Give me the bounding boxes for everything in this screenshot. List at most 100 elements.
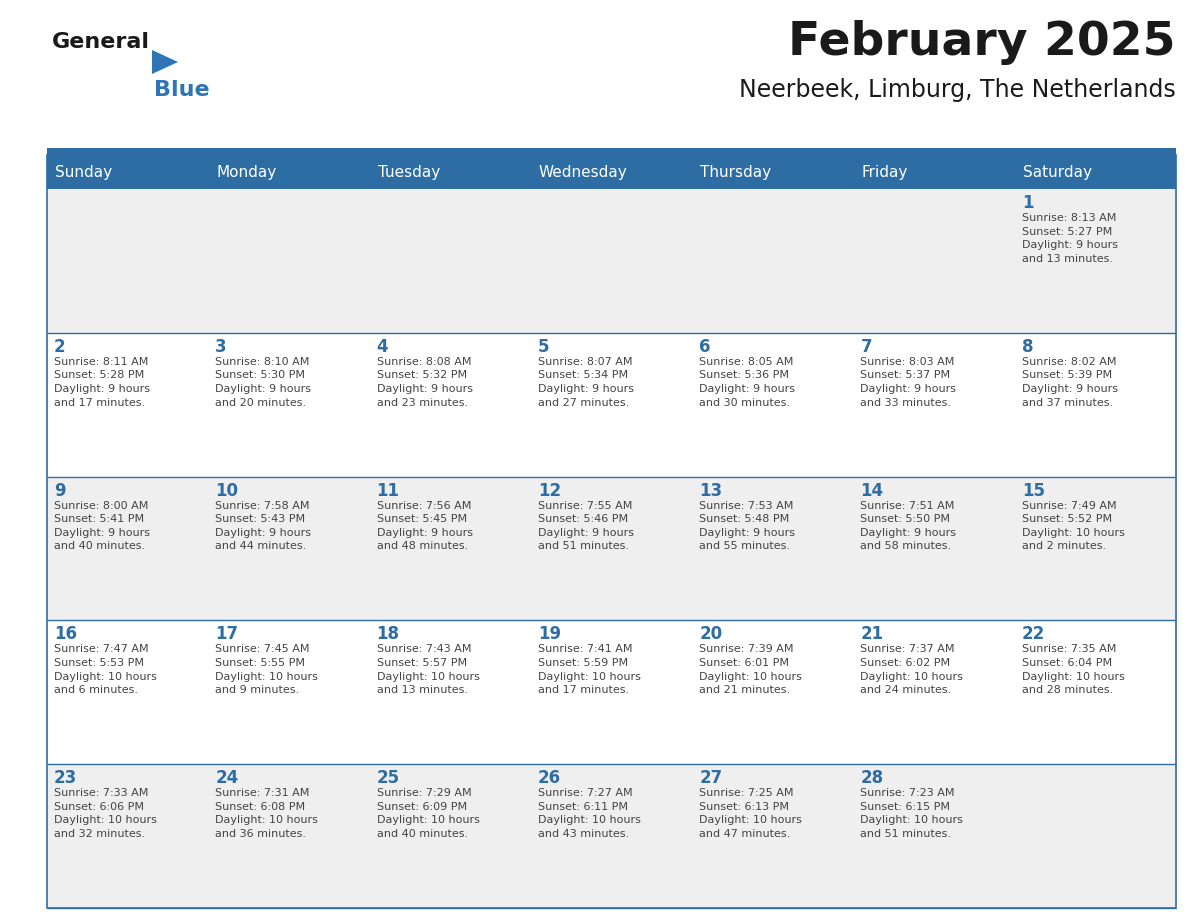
Text: Sunrise: 7:35 AM
Sunset: 6:04 PM
Daylight: 10 hours
and 28 minutes.: Sunrise: 7:35 AM Sunset: 6:04 PM Dayligh… <box>1022 644 1125 695</box>
Bar <box>1015 621 1176 764</box>
Text: Sunrise: 7:53 AM
Sunset: 5:48 PM
Daylight: 9 hours
and 55 minutes.: Sunrise: 7:53 AM Sunset: 5:48 PM Dayligh… <box>700 500 795 552</box>
Bar <box>369 764 531 908</box>
Text: Sunrise: 7:47 AM
Sunset: 5:53 PM
Daylight: 10 hours
and 6 minutes.: Sunrise: 7:47 AM Sunset: 5:53 PM Dayligh… <box>53 644 157 695</box>
Text: 20: 20 <box>700 625 722 644</box>
Text: 24: 24 <box>215 769 239 788</box>
Text: Sunrise: 7:55 AM
Sunset: 5:46 PM
Daylight: 9 hours
and 51 minutes.: Sunrise: 7:55 AM Sunset: 5:46 PM Dayligh… <box>538 500 634 552</box>
Bar <box>208 476 369 621</box>
Bar <box>48 148 1176 155</box>
Text: Monday: Monday <box>216 164 277 180</box>
Bar <box>208 621 369 764</box>
Bar <box>693 189 853 333</box>
Text: Sunrise: 8:08 AM
Sunset: 5:32 PM
Daylight: 9 hours
and 23 minutes.: Sunrise: 8:08 AM Sunset: 5:32 PM Dayligh… <box>377 357 473 408</box>
Text: February 2025: February 2025 <box>789 20 1176 65</box>
Bar <box>531 621 693 764</box>
Text: Saturday: Saturday <box>1023 164 1092 180</box>
Bar <box>208 189 369 333</box>
Bar <box>693 621 853 764</box>
Text: Sunrise: 7:51 AM
Sunset: 5:50 PM
Daylight: 9 hours
and 58 minutes.: Sunrise: 7:51 AM Sunset: 5:50 PM Dayligh… <box>860 500 956 552</box>
Text: 10: 10 <box>215 482 239 499</box>
Text: 14: 14 <box>860 482 884 499</box>
Bar <box>48 189 208 333</box>
Text: Sunrise: 7:23 AM
Sunset: 6:15 PM
Daylight: 10 hours
and 51 minutes.: Sunrise: 7:23 AM Sunset: 6:15 PM Dayligh… <box>860 789 963 839</box>
Bar <box>693 476 853 621</box>
Bar <box>1015 764 1176 908</box>
Text: 21: 21 <box>860 625 884 644</box>
Text: 13: 13 <box>700 482 722 499</box>
Bar <box>369 476 531 621</box>
Text: Sunrise: 7:58 AM
Sunset: 5:43 PM
Daylight: 9 hours
and 44 minutes.: Sunrise: 7:58 AM Sunset: 5:43 PM Dayligh… <box>215 500 311 552</box>
Text: Sunrise: 7:25 AM
Sunset: 6:13 PM
Daylight: 10 hours
and 47 minutes.: Sunrise: 7:25 AM Sunset: 6:13 PM Dayligh… <box>700 789 802 839</box>
Text: Sunrise: 7:39 AM
Sunset: 6:01 PM
Daylight: 10 hours
and 21 minutes.: Sunrise: 7:39 AM Sunset: 6:01 PM Dayligh… <box>700 644 802 695</box>
Text: 9: 9 <box>53 482 65 499</box>
Bar <box>1015 476 1176 621</box>
Text: Sunrise: 7:45 AM
Sunset: 5:55 PM
Daylight: 10 hours
and 9 minutes.: Sunrise: 7:45 AM Sunset: 5:55 PM Dayligh… <box>215 644 318 695</box>
Bar <box>1015 189 1176 333</box>
Bar <box>531 476 693 621</box>
Bar <box>369 621 531 764</box>
Text: 3: 3 <box>215 338 227 356</box>
Text: Sunrise: 7:31 AM
Sunset: 6:08 PM
Daylight: 10 hours
and 36 minutes.: Sunrise: 7:31 AM Sunset: 6:08 PM Dayligh… <box>215 789 318 839</box>
Text: Sunrise: 7:37 AM
Sunset: 6:02 PM
Daylight: 10 hours
and 24 minutes.: Sunrise: 7:37 AM Sunset: 6:02 PM Dayligh… <box>860 644 963 695</box>
Text: 2: 2 <box>53 338 65 356</box>
Bar <box>531 333 693 476</box>
Polygon shape <box>152 50 178 74</box>
Text: 16: 16 <box>53 625 77 644</box>
Text: 26: 26 <box>538 769 561 788</box>
Text: 12: 12 <box>538 482 561 499</box>
Text: 27: 27 <box>700 769 722 788</box>
Text: 19: 19 <box>538 625 561 644</box>
Text: 18: 18 <box>377 625 399 644</box>
Bar <box>369 189 531 333</box>
Text: General: General <box>52 32 150 52</box>
Bar <box>48 155 1176 189</box>
Text: Friday: Friday <box>861 164 908 180</box>
Text: 28: 28 <box>860 769 884 788</box>
Text: Wednesday: Wednesday <box>539 164 627 180</box>
Bar <box>1015 333 1176 476</box>
Bar <box>693 764 853 908</box>
Text: Sunrise: 8:02 AM
Sunset: 5:39 PM
Daylight: 9 hours
and 37 minutes.: Sunrise: 8:02 AM Sunset: 5:39 PM Dayligh… <box>1022 357 1118 408</box>
Text: 22: 22 <box>1022 625 1045 644</box>
Text: 11: 11 <box>377 482 399 499</box>
Text: 7: 7 <box>860 338 872 356</box>
Text: Blue: Blue <box>154 80 209 100</box>
Text: Sunrise: 8:13 AM
Sunset: 5:27 PM
Daylight: 9 hours
and 13 minutes.: Sunrise: 8:13 AM Sunset: 5:27 PM Dayligh… <box>1022 213 1118 263</box>
Bar <box>369 333 531 476</box>
Bar <box>208 333 369 476</box>
Bar <box>853 764 1015 908</box>
Text: Sunrise: 7:41 AM
Sunset: 5:59 PM
Daylight: 10 hours
and 17 minutes.: Sunrise: 7:41 AM Sunset: 5:59 PM Dayligh… <box>538 644 640 695</box>
Text: 15: 15 <box>1022 482 1044 499</box>
Text: Sunday: Sunday <box>55 164 112 180</box>
Bar <box>853 621 1015 764</box>
Text: Sunrise: 7:27 AM
Sunset: 6:11 PM
Daylight: 10 hours
and 43 minutes.: Sunrise: 7:27 AM Sunset: 6:11 PM Dayligh… <box>538 789 640 839</box>
Bar <box>531 764 693 908</box>
Text: Thursday: Thursday <box>700 164 771 180</box>
Bar <box>48 476 208 621</box>
Text: Sunrise: 8:10 AM
Sunset: 5:30 PM
Daylight: 9 hours
and 20 minutes.: Sunrise: 8:10 AM Sunset: 5:30 PM Dayligh… <box>215 357 311 408</box>
Text: Sunrise: 7:49 AM
Sunset: 5:52 PM
Daylight: 10 hours
and 2 minutes.: Sunrise: 7:49 AM Sunset: 5:52 PM Dayligh… <box>1022 500 1125 552</box>
Text: 23: 23 <box>53 769 77 788</box>
Text: 17: 17 <box>215 625 239 644</box>
Bar <box>48 621 208 764</box>
Text: Sunrise: 8:07 AM
Sunset: 5:34 PM
Daylight: 9 hours
and 27 minutes.: Sunrise: 8:07 AM Sunset: 5:34 PM Dayligh… <box>538 357 634 408</box>
Text: Sunrise: 8:05 AM
Sunset: 5:36 PM
Daylight: 9 hours
and 30 minutes.: Sunrise: 8:05 AM Sunset: 5:36 PM Dayligh… <box>700 357 795 408</box>
Bar <box>48 155 1176 908</box>
Bar <box>531 189 693 333</box>
Bar <box>208 764 369 908</box>
Text: Sunrise: 8:03 AM
Sunset: 5:37 PM
Daylight: 9 hours
and 33 minutes.: Sunrise: 8:03 AM Sunset: 5:37 PM Dayligh… <box>860 357 956 408</box>
Text: Sunrise: 7:33 AM
Sunset: 6:06 PM
Daylight: 10 hours
and 32 minutes.: Sunrise: 7:33 AM Sunset: 6:06 PM Dayligh… <box>53 789 157 839</box>
Bar <box>48 764 208 908</box>
Bar <box>853 189 1015 333</box>
Text: Sunrise: 7:29 AM
Sunset: 6:09 PM
Daylight: 10 hours
and 40 minutes.: Sunrise: 7:29 AM Sunset: 6:09 PM Dayligh… <box>377 789 480 839</box>
Text: Sunrise: 7:56 AM
Sunset: 5:45 PM
Daylight: 9 hours
and 48 minutes.: Sunrise: 7:56 AM Sunset: 5:45 PM Dayligh… <box>377 500 473 552</box>
Text: Sunrise: 8:11 AM
Sunset: 5:28 PM
Daylight: 9 hours
and 17 minutes.: Sunrise: 8:11 AM Sunset: 5:28 PM Dayligh… <box>53 357 150 408</box>
Text: 5: 5 <box>538 338 549 356</box>
Bar <box>853 476 1015 621</box>
Text: 25: 25 <box>377 769 399 788</box>
Bar <box>693 333 853 476</box>
Text: 6: 6 <box>700 338 710 356</box>
Text: 1: 1 <box>1022 194 1034 212</box>
Bar <box>48 333 208 476</box>
Bar <box>853 333 1015 476</box>
